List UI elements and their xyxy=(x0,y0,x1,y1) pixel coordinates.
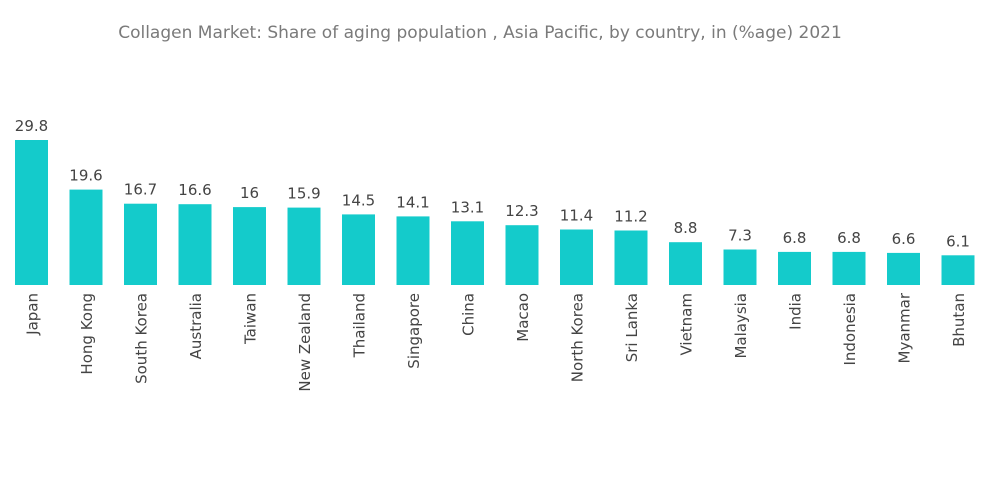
value-labels-group: 29.8 19.6 16.7 16.6 16 15.9 14.5 14.1 13.1 12.3 11… xyxy=(15,117,970,250)
category-label: Sri Lanka xyxy=(623,293,641,362)
category-label: Hong Kong xyxy=(78,293,96,375)
value-label: 6.8 xyxy=(837,229,861,247)
category-labels-group: Japan Hong Kong South Korea Australia Taiwan… xyxy=(24,292,969,391)
bar-thailand xyxy=(342,214,375,285)
category-label: Bhutan xyxy=(950,293,968,347)
bar-vietnam xyxy=(669,242,702,285)
value-label: 16.6 xyxy=(178,181,211,199)
bar-macao xyxy=(505,225,539,285)
value-label: 16.7 xyxy=(124,181,157,199)
value-label: 11.4 xyxy=(560,207,593,225)
category-label: Vietnam xyxy=(678,293,696,356)
category-label: Malaysia xyxy=(732,293,750,359)
value-label: 16 xyxy=(240,184,259,202)
category-label: New Zealand xyxy=(296,293,314,392)
bar-india xyxy=(778,251,811,285)
category-label: Japan xyxy=(24,293,42,336)
value-label: 15.9 xyxy=(287,185,320,203)
value-label: 12.3 xyxy=(505,202,538,220)
bar-japan xyxy=(15,140,48,285)
bar-sri-lanka xyxy=(614,230,648,285)
value-label: 11.2 xyxy=(614,208,647,226)
bar-north-korea xyxy=(560,229,593,285)
bar-south-korea xyxy=(124,203,157,285)
chart-title: Collagen Market: Share of aging populati… xyxy=(118,23,842,43)
value-label: 7.3 xyxy=(728,227,752,245)
value-label: 14.5 xyxy=(342,191,375,209)
category-label: Australia xyxy=(187,293,205,359)
bar-indonesia xyxy=(832,251,866,285)
category-label: Macao xyxy=(514,293,532,342)
category-label: India xyxy=(787,293,805,330)
category-label: Taiwan xyxy=(242,293,260,345)
bar-new-zealand xyxy=(287,207,321,285)
value-label: 13.1 xyxy=(451,198,484,216)
category-label: Thailand xyxy=(351,293,369,358)
bar-taiwan xyxy=(233,207,266,285)
value-label: 19.6 xyxy=(69,167,102,185)
value-label: 6.6 xyxy=(892,230,916,248)
bar-myanmar xyxy=(887,252,920,285)
value-label: 29.8 xyxy=(15,117,48,135)
category-label: China xyxy=(460,293,478,336)
bars-group xyxy=(15,140,975,285)
category-label: Singapore xyxy=(405,293,423,369)
bar-hong-kong xyxy=(69,189,103,285)
bar-malaysia xyxy=(723,249,757,285)
category-label: North Korea xyxy=(569,293,587,382)
bar-singapore xyxy=(396,216,430,285)
value-label: 6.8 xyxy=(783,229,807,247)
bar-bhutan xyxy=(941,255,975,285)
value-label: 6.1 xyxy=(946,232,970,250)
bar-australia xyxy=(178,204,212,285)
category-label: South Korea xyxy=(133,293,151,384)
value-label: 8.8 xyxy=(674,219,698,237)
bar-china xyxy=(451,221,484,285)
category-label: Myanmar xyxy=(896,292,914,363)
category-label: Indonesia xyxy=(841,293,859,366)
value-label: 14.1 xyxy=(396,193,429,211)
